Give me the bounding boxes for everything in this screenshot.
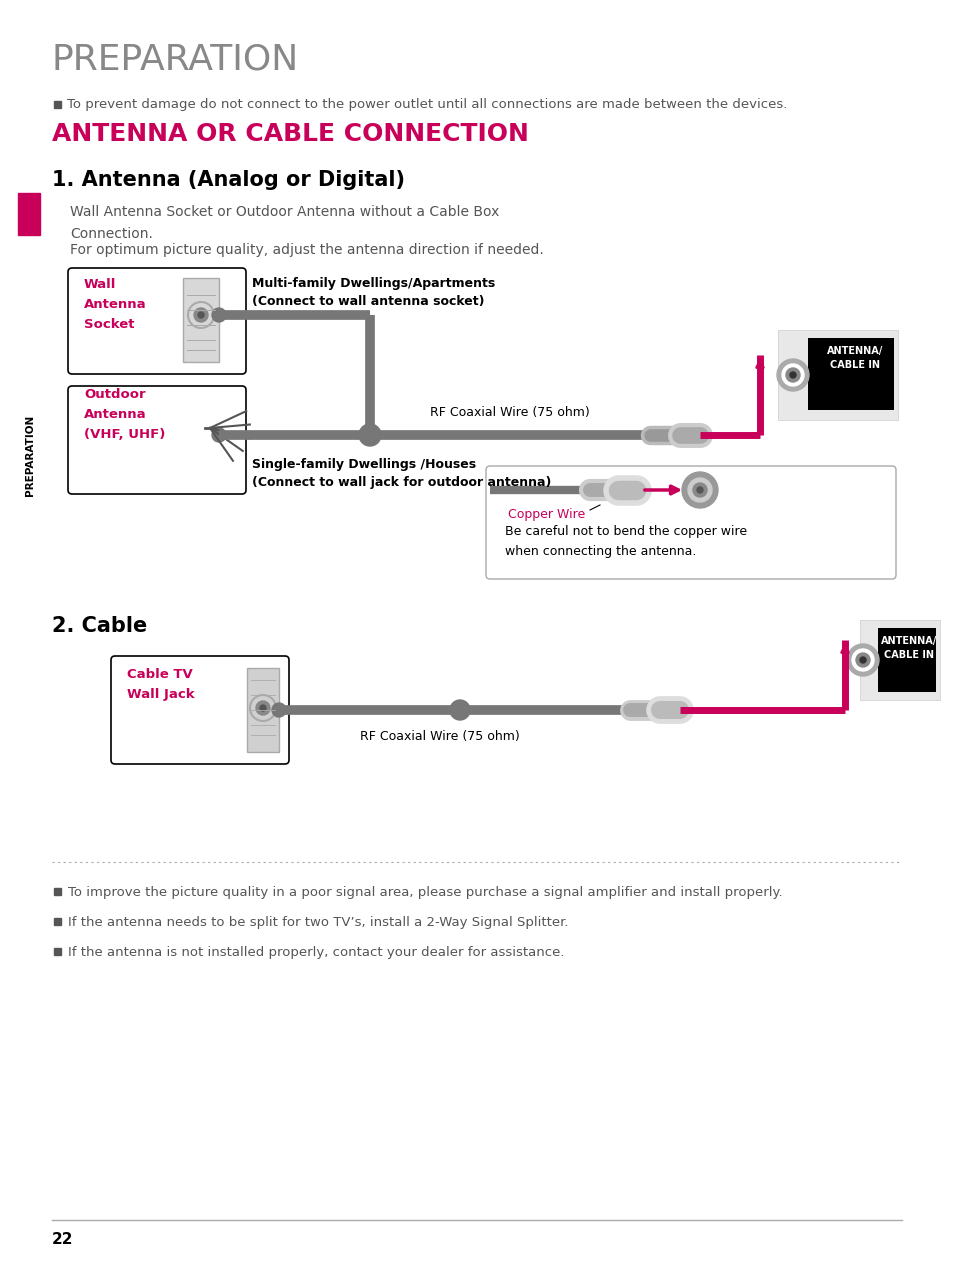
Text: ANTENNA OR CABLE CONNECTION: ANTENNA OR CABLE CONNECTION xyxy=(52,122,528,146)
FancyBboxPatch shape xyxy=(485,466,895,579)
Text: ANTENNA/
CABLE IN: ANTENNA/ CABLE IN xyxy=(880,636,936,660)
Text: Wall Antenna Socket or Outdoor Antenna without a Cable Box
Connection.: Wall Antenna Socket or Outdoor Antenna w… xyxy=(70,205,498,240)
Text: Copper Wire: Copper Wire xyxy=(507,508,584,522)
Text: If the antenna is not installed properly, contact your dealer for assistance.: If the antenna is not installed properly… xyxy=(68,946,564,959)
Text: ANTENNA/
CABLE IN: ANTENNA/ CABLE IN xyxy=(826,346,882,370)
Circle shape xyxy=(692,483,706,497)
FancyBboxPatch shape xyxy=(68,385,246,494)
Text: Wall
Antenna
Socket: Wall Antenna Socket xyxy=(84,279,147,331)
Circle shape xyxy=(255,701,270,715)
Bar xyxy=(183,279,219,363)
Circle shape xyxy=(193,308,208,322)
Circle shape xyxy=(855,653,869,667)
Circle shape xyxy=(846,644,878,675)
Circle shape xyxy=(212,308,226,322)
Text: 1. Antenna (Analog or Digital): 1. Antenna (Analog or Digital) xyxy=(52,170,405,190)
Circle shape xyxy=(212,427,226,441)
Bar xyxy=(877,628,935,692)
Text: 2. Cable: 2. Cable xyxy=(52,616,147,636)
Bar xyxy=(807,338,893,410)
Text: PREPARATION: PREPARATION xyxy=(25,415,35,496)
Circle shape xyxy=(859,658,865,663)
Text: Be careful not to bend the copper wire
when connecting the antenna.: Be careful not to bend the copper wire w… xyxy=(504,525,746,558)
Text: RF Coaxial Wire (75 ohm): RF Coaxial Wire (75 ohm) xyxy=(430,406,589,418)
Circle shape xyxy=(358,424,380,446)
FancyBboxPatch shape xyxy=(111,656,289,764)
Bar xyxy=(859,619,939,700)
Text: PREPARATION: PREPARATION xyxy=(52,42,299,76)
Circle shape xyxy=(697,487,702,494)
Text: To improve the picture quality in a poor signal area, please purchase a signal a: To improve the picture quality in a poor… xyxy=(68,887,781,899)
Text: Cable TV
Wall Jack: Cable TV Wall Jack xyxy=(127,668,194,701)
Circle shape xyxy=(272,703,286,717)
Circle shape xyxy=(851,649,873,672)
Bar xyxy=(54,918,61,925)
Bar xyxy=(54,948,61,955)
Circle shape xyxy=(687,478,711,502)
Bar xyxy=(54,100,61,108)
Circle shape xyxy=(450,700,470,720)
Circle shape xyxy=(260,705,266,711)
Bar xyxy=(247,668,278,752)
Text: To prevent damage do not connect to the power outlet until all connections are m: To prevent damage do not connect to the … xyxy=(67,98,786,111)
Bar xyxy=(778,329,897,420)
Bar xyxy=(54,888,61,895)
FancyBboxPatch shape xyxy=(68,268,246,374)
Circle shape xyxy=(681,472,718,508)
Circle shape xyxy=(789,371,795,378)
Circle shape xyxy=(776,359,808,391)
Text: Single-family Dwellings /Houses
(Connect to wall jack for outdoor antenna): Single-family Dwellings /Houses (Connect… xyxy=(252,458,551,488)
Circle shape xyxy=(198,312,204,318)
Circle shape xyxy=(785,368,800,382)
Text: For optimum picture quality, adjust the antenna direction if needed.: For optimum picture quality, adjust the … xyxy=(70,243,543,257)
Text: Multi-family Dwellings/Apartments
(Connect to wall antenna socket): Multi-family Dwellings/Apartments (Conne… xyxy=(252,277,495,308)
Text: RF Coaxial Wire (75 ohm): RF Coaxial Wire (75 ohm) xyxy=(359,730,519,743)
Text: 22: 22 xyxy=(52,1233,73,1247)
Text: Outdoor
Antenna
(VHF, UHF): Outdoor Antenna (VHF, UHF) xyxy=(84,388,165,441)
Bar xyxy=(18,193,40,235)
Text: If the antenna needs to be split for two TV’s, install a 2-Way Signal Splitter.: If the antenna needs to be split for two… xyxy=(68,916,568,929)
Circle shape xyxy=(781,364,803,385)
